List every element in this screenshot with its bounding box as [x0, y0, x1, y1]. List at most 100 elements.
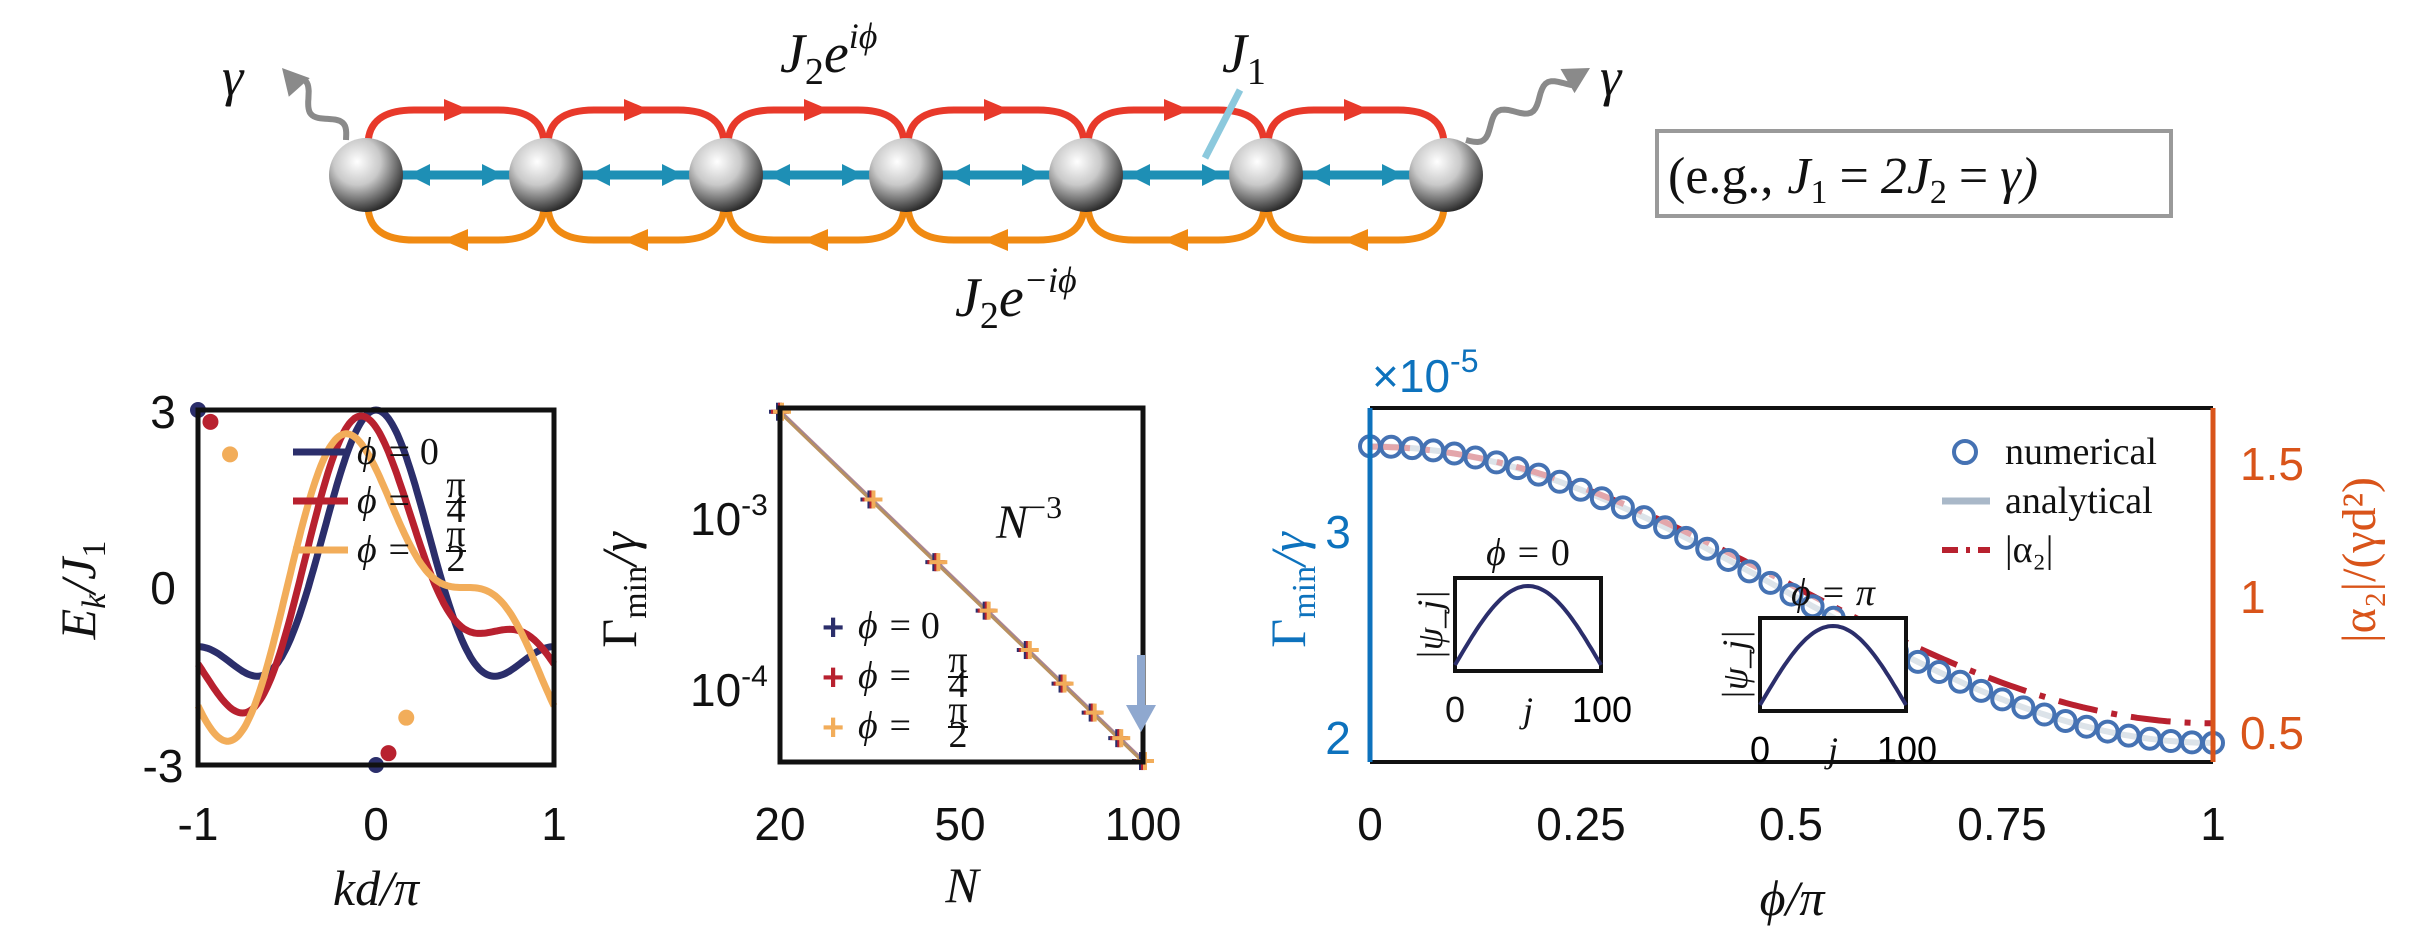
- numerical-point: [2011, 695, 2036, 720]
- scaling-ylabel: Γmin/γ: [591, 531, 654, 648]
- hopping-arrow-icon: [1022, 164, 1044, 186]
- wavy-emission-arrow-icon: [282, 68, 310, 97]
- numerical-point: [1631, 505, 1656, 530]
- inset-title: ϕ = π: [1791, 572, 1876, 614]
- decay-xlabel: ϕ/π: [1760, 870, 1827, 926]
- numerical-point: [1421, 438, 1446, 463]
- numerical-point: [2137, 726, 2162, 751]
- scaling-point: [929, 553, 948, 572]
- numerical-point: [1716, 547, 1741, 572]
- example-text: (e.g., J1 = 2J2 = γ): [1668, 148, 2038, 211]
- legend-label-phi-pi4: ϕ =: [858, 655, 913, 697]
- numerical-point: [1463, 445, 1488, 470]
- scaling-xtick: 50: [934, 798, 985, 850]
- decay-vs-phase-panel: 3 2 1.5 1 0.5 0 0.25 0.5 0.75 1 ϕ/π Γmin…: [1260, 343, 2386, 926]
- scaling-point: [1020, 641, 1039, 660]
- numerical-point: [1653, 515, 1678, 540]
- decay-legend: numerical analytical |α₂|: [1942, 431, 2157, 571]
- highlight-arrow-icon: [1126, 655, 1156, 732]
- hopping-arrow-icon: [984, 99, 1010, 121]
- scaling-xtick: 20: [754, 798, 805, 850]
- dispersion-xtick: 0: [363, 798, 389, 850]
- decay-xtick: 0.75: [1957, 798, 2047, 850]
- nnn-hopping-bottom-arcs: [364, 204, 1448, 251]
- hopping-arrow-icon: [1308, 164, 1330, 186]
- hopping-arrow-icon: [622, 229, 648, 251]
- sphere-atom-icon: [869, 138, 943, 212]
- numerical-point: [1400, 436, 1425, 461]
- scaling-points: [769, 402, 1154, 771]
- inset-xtick: 100: [1877, 729, 1937, 770]
- numerical-point: [1379, 434, 1404, 459]
- dispersion-ytick: 3: [150, 386, 176, 438]
- hopping-arrow-icon: [588, 164, 610, 186]
- hopping-arrow-icon: [1344, 99, 1370, 121]
- nnn-hopping-top-arcs: [364, 99, 1448, 146]
- decay-xtick: 1: [2200, 798, 2226, 850]
- numerical-point: [1610, 495, 1635, 520]
- hopping-arrow-icon: [408, 164, 430, 186]
- legend-marker-phi-pi4: +: [822, 657, 844, 699]
- legend-marker-phi0: +: [822, 607, 844, 649]
- scaling-point: [979, 601, 998, 620]
- scaling-point: [1112, 729, 1131, 748]
- legend-label-numerical: numerical: [2005, 431, 2157, 473]
- numerical-point: [1505, 456, 1530, 481]
- scaling-annotation: N−3: [995, 489, 1062, 549]
- inset-xtick: 0: [1445, 689, 1465, 730]
- dispersion-point: [202, 413, 219, 430]
- inset-box: [1758, 616, 1908, 713]
- numerical-point: [1758, 570, 1783, 595]
- scaling-panel: 10-3 10-4 20 50 100 N Γmin/γ N−3 + ϕ = 0 …: [591, 402, 1181, 913]
- dispersion-line: [194, 430, 558, 745]
- emission-left: [301, 76, 350, 141]
- emission-arrows: [282, 68, 1590, 146]
- numerical-point: [2116, 723, 2141, 748]
- sphere-atom-icon: [509, 138, 583, 212]
- label-hop-top: J2eiϕ: [780, 16, 877, 93]
- dispersion-ylabel: Ek/J1: [50, 541, 113, 641]
- numerical-point: [2053, 709, 2078, 734]
- dispersion-legend: ϕ = 0 ϕ = π 4 ϕ = π 2: [293, 431, 466, 580]
- scaling-ytick: 10-4: [690, 660, 768, 716]
- sphere-atom-icon: [1409, 138, 1483, 212]
- inset-title: ϕ = 0: [1486, 532, 1570, 574]
- svg-text:4: 4: [949, 664, 968, 706]
- hopping-arrow-icon: [442, 229, 468, 251]
- scaling-xlabel: N: [944, 857, 981, 913]
- numerical-point: [1737, 559, 1762, 584]
- dispersion-axes-box: [195, 407, 557, 768]
- numerical-point: [1905, 649, 1930, 674]
- dispersion-xtick: 1: [541, 798, 567, 850]
- dispersion-xtick: -1: [178, 798, 219, 850]
- numerical-point: [1779, 582, 1804, 607]
- dispersion-panel: 3 0 -3 -1 0 1 kd/π Ek/J1 ϕ = 0 ϕ = π 4 ϕ …: [50, 386, 567, 916]
- emission-right: [1465, 78, 1575, 146]
- inset-phi-0: ϕ = 0 |ψ_j| 0 j 100: [1410, 532, 1632, 730]
- decay-xtick: 0.25: [1536, 798, 1626, 850]
- numerical-point: [1547, 469, 1572, 494]
- hopping-arrow-icon: [482, 164, 504, 186]
- decay-ytick-left: 3: [1325, 506, 1351, 558]
- decay-ylabel-left: Γmin/γ: [1260, 531, 1323, 648]
- legend-label-analytical: analytical: [2005, 480, 2153, 522]
- sphere-atom-icon: [329, 138, 403, 212]
- hopping-arrow-icon: [1202, 164, 1224, 186]
- hopping-arrow-icon: [1164, 99, 1190, 121]
- numerical-point: [1589, 486, 1614, 511]
- nn-label-pointer: [1201, 88, 1244, 160]
- hopping-arrow-icon: [1342, 229, 1368, 251]
- scaling-fit-lines: [778, 409, 1145, 764]
- numerical-point: [1695, 536, 1720, 561]
- dispersion-ytick: -3: [143, 740, 184, 792]
- numerical-point: [1948, 669, 1973, 694]
- exponent-label: ×10-5: [1372, 343, 1478, 402]
- svg-text:2: 2: [447, 538, 466, 580]
- decay-ytick-left: 2: [1325, 712, 1351, 764]
- inset-wavefunction: [1758, 623, 1908, 707]
- inset-xtick: 0: [1750, 729, 1770, 770]
- svg-text:π: π: [446, 464, 465, 506]
- legend-label-alpha: |α₂|: [2005, 529, 2053, 571]
- hopping-arrow-icon: [802, 229, 828, 251]
- numerical-point: [2032, 702, 2057, 727]
